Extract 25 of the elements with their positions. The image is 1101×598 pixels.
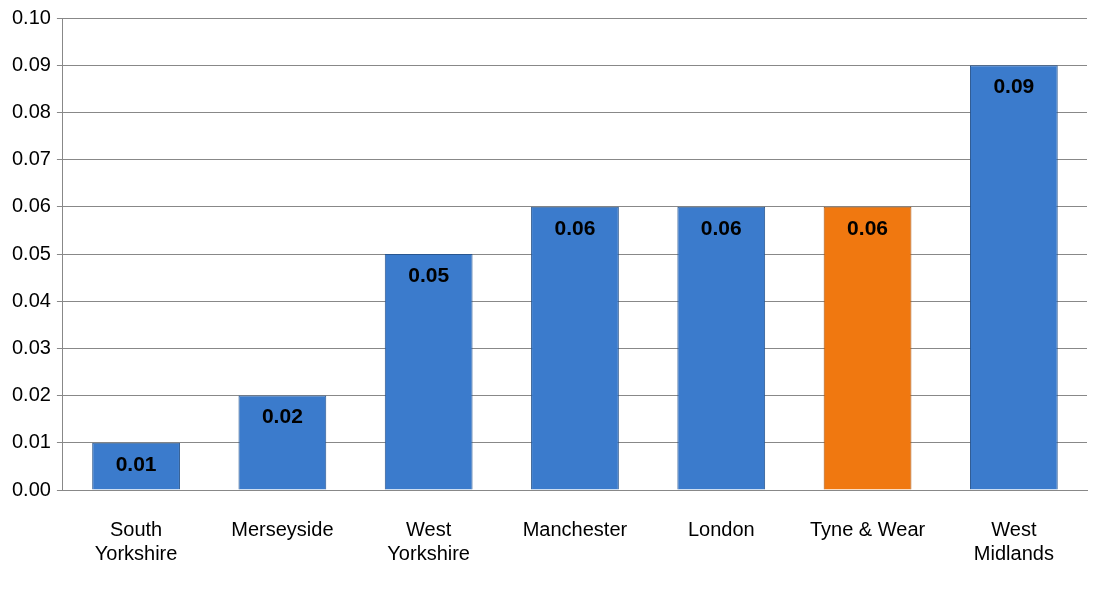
text: 0.06 — [11, 194, 51, 217]
text: 0.03 — [11, 335, 51, 358]
data-label: 0.02 — [261, 404, 303, 428]
x-tick-label: West Midlands — [973, 517, 1054, 564]
text: 0.07 — [11, 147, 51, 170]
x-tick-label: Tyne & Wear — [809, 517, 926, 540]
data-label: 0.06 — [847, 215, 888, 239]
data-label: 0.06 — [554, 215, 596, 239]
text: 0.04 — [11, 288, 51, 311]
text: 0.01 — [11, 430, 51, 453]
text: 0.05 — [11, 241, 51, 264]
data-label: 0.01 — [115, 451, 157, 475]
x-tick-label: West Yorkshire — [387, 517, 470, 564]
x-tick-label: Merseyside — [231, 517, 334, 540]
x-tick-label: London — [687, 517, 755, 540]
x-tick-label: South Yorkshire — [94, 517, 178, 564]
data-label: 0.09 — [993, 74, 1035, 97]
data-label: 0.05 — [408, 262, 450, 286]
x-tick-label: Manchester — [522, 517, 628, 540]
text: 0.08 — [11, 99, 51, 122]
text: 0.09 — [11, 52, 51, 75]
text: 0.02 — [11, 383, 51, 406]
data-label: 0.06 — [700, 215, 742, 239]
text: 0.00 — [11, 477, 51, 500]
text: 0.10 — [11, 5, 51, 28]
